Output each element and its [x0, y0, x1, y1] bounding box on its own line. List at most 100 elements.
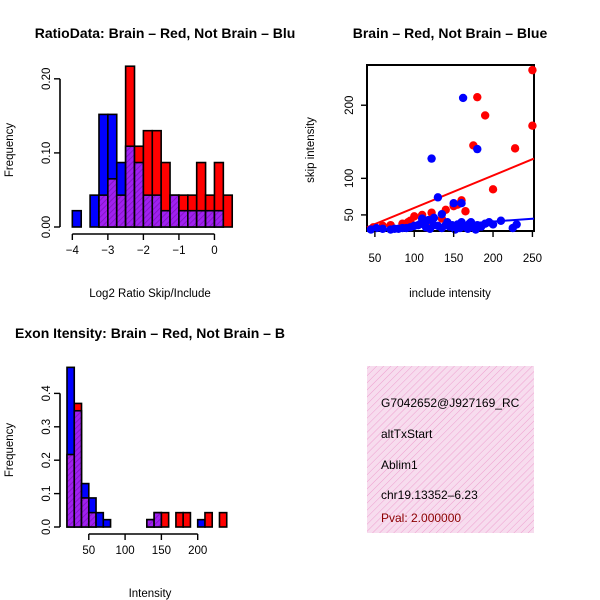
- ratio-hist-overlap-bar-13: [195, 209, 207, 228]
- scatter-brain-point-18: [488, 185, 498, 194]
- ratio-histogram-title: RatioData: Brain – Red, Not Brain – Blu: [35, 25, 296, 41]
- intensity-hist-y-tick-label-0: 0.0: [41, 519, 53, 535]
- intensity-hist-y-tick-label-1: 0.1: [41, 486, 53, 502]
- scatter-brain-point-19: [461, 207, 470, 216]
- scatter-brain-point-0: [528, 65, 537, 75]
- intensity-hist-bar-8: [160, 511, 170, 528]
- ratio-hist-overlap-bar-2: [98, 194, 109, 228]
- ratio-hist-overlap-bar-4: [115, 194, 127, 228]
- scatter-not-brain-point-50: [417, 214, 427, 223]
- scatter-y-tick-label-0: 50: [344, 209, 356, 222]
- ratio-histogram-axes: −4 −3 −2 −1 0 0.00 0.10 0.20: [41, 68, 218, 257]
- scatter-x-tick-label-1: 100: [405, 253, 424, 265]
- intensity-hist-overlap-bar-3: [87, 511, 97, 528]
- scatter-not-brain-point-41: [437, 223, 447, 233]
- scatter-xlabel: include intensity: [409, 288, 491, 300]
- ratio-hist-x-tick-label-3: −1: [172, 245, 185, 257]
- scatter-y-tick-label-1: 100: [344, 169, 356, 188]
- ratio-hist-x-tick-label-4: 0: [211, 245, 217, 257]
- ratio-hist-bar-1: [89, 194, 100, 228]
- intensity-hist-x-tick-label-2: 150: [152, 545, 171, 557]
- intensity-histogram-title: Exon Itensity: Brain – Red, Not Brain – …: [15, 325, 285, 341]
- intensity-histogram-axes: 50 100 150 200 0.0 0.1 0.2 0.3 0.4: [41, 385, 207, 557]
- scatter-not-brain-point-6: [437, 209, 447, 219]
- scatter-ylabel: skip intensity: [305, 117, 317, 183]
- ratio-hist-overlap-bar-12: [187, 209, 198, 228]
- ratio-hist-overlap-bar-3: [107, 178, 118, 228]
- ratio-hist-overlap-bar-8: [151, 194, 162, 228]
- intensity-hist-overlap-bar-6: [146, 518, 155, 528]
- scatter-not-brain-point-3: [457, 199, 466, 208]
- scatter-brain-point-1: [528, 121, 537, 130]
- scatter-not-brain-point-18: [386, 225, 395, 234]
- ratio-hist-y-tick-label-1: 0.10: [41, 142, 53, 164]
- scatter-title: Brain – Red, Not Brain – Blue: [353, 25, 548, 41]
- scatter-brain-fit-line: [366, 157, 535, 229]
- intensity-hist-bar-5: [102, 518, 112, 528]
- intensity-histogram-xlabel: Intensity: [129, 588, 172, 600]
- scatter-x-tick-label-2: 150: [444, 253, 463, 265]
- scatter-brain-point-2: [480, 111, 490, 120]
- scatter-brain-point-5: [510, 144, 520, 153]
- scatter-plot-box: [366, 64, 535, 232]
- scatter-x-tick-label-0: 50: [368, 253, 381, 265]
- scatter-axes: 50 100 150 200 250 50 100 200: [344, 96, 542, 265]
- ratio-histogram-xlabel: Log2 Ratio Skip/Include: [89, 288, 210, 300]
- scatter-not-brain-point-37: [512, 220, 521, 229]
- intensity-hist-bar-4: [95, 511, 105, 528]
- scatter-not-brain-point-1: [427, 154, 436, 163]
- intensity-hist-bar-9: [175, 511, 184, 528]
- scatter-panel: Brain – Red, Not Brain – Blue 50 100 150 20…: [305, 25, 547, 300]
- ratio-histogram-panel: RatioData: Brain – Red, Not Brain – Blu …: [4, 25, 295, 300]
- info-event-type: altTxStart: [381, 427, 433, 441]
- ratio-hist-overlap-bar-5: [124, 145, 136, 228]
- intensity-hist-bar-12: [204, 511, 214, 528]
- info-gene-name: Ablim1: [381, 458, 418, 472]
- ratio-hist-overlap-bar-9: [160, 209, 171, 228]
- ratio-histogram-ylabel: Frequency: [4, 123, 16, 178]
- intensity-hist-y-tick-label-2: 0.2: [41, 452, 53, 468]
- scatter-points: [366, 65, 537, 234]
- intensity-hist-bar-10: [182, 511, 192, 528]
- scatter-not-brain-point-2: [473, 144, 482, 154]
- ratio-hist-y-tick-label-0: 0.00: [41, 216, 53, 238]
- info-location: chr19.13352–6.23: [381, 488, 478, 502]
- scatter-not-brain-point-5: [433, 193, 443, 202]
- scatter-not-brain-point-49: [471, 225, 480, 234]
- ratio-hist-overlap-bar-7: [142, 194, 154, 228]
- intensity-hist-overlap-bar-7: [153, 511, 163, 528]
- ratio-hist-overlap-bar-10: [169, 194, 180, 228]
- intensity-hist-x-tick-label-1: 100: [115, 545, 134, 557]
- ratio-hist-x-tick-label-1: −3: [101, 245, 114, 257]
- scatter-brain-point-3: [473, 92, 482, 102]
- ratio-hist-overlap-bar-15: [213, 209, 225, 228]
- ratio-hist-x-tick-label-2: −2: [137, 245, 150, 257]
- ratio-hist-overlap-bar-6: [133, 161, 145, 228]
- scatter-x-tick-label-4: 250: [523, 253, 542, 265]
- ratio-hist-x-tick-label-0: −4: [66, 245, 80, 257]
- scatter-not-brain-point-19: [378, 224, 387, 234]
- info-background: [367, 366, 534, 533]
- scatter-not-brain-point-34: [488, 220, 498, 229]
- ratio-histogram-bars: [71, 65, 234, 228]
- scatter-not-brain-point-4: [449, 199, 458, 208]
- intensity-hist-overlap-bar-1: [73, 409, 83, 528]
- scatter-not-brain-point-39: [421, 223, 431, 232]
- intensity-hist-x-tick-label-3: 200: [188, 545, 207, 557]
- intensity-hist-y-tick-label-4: 0.4: [41, 385, 53, 402]
- info-probe-id: G7042652@J927169_RC: [381, 396, 520, 410]
- scatter-x-tick-label-3: 200: [483, 253, 502, 265]
- ratio-hist-bar-0: [71, 209, 83, 228]
- scatter-not-brain-point-21: [366, 225, 376, 234]
- scatter-not-brain-point-47: [463, 224, 473, 234]
- ratio-hist-overlap-bar-11: [178, 209, 189, 228]
- intensity-hist-bar-13: [218, 511, 228, 528]
- ratio-hist-bar-16: [222, 194, 234, 228]
- ratio-hist-y-tick-label-2: 0.20: [41, 68, 53, 90]
- scatter-y-tick-label-2: 200: [344, 96, 356, 115]
- intensity-hist-x-tick-label-0: 50: [82, 545, 95, 557]
- ratio-hist-overlap-bar-14: [204, 209, 216, 228]
- intensity-hist-overlap-bar-2: [80, 497, 90, 528]
- scatter-not-brain-point-48: [466, 218, 476, 227]
